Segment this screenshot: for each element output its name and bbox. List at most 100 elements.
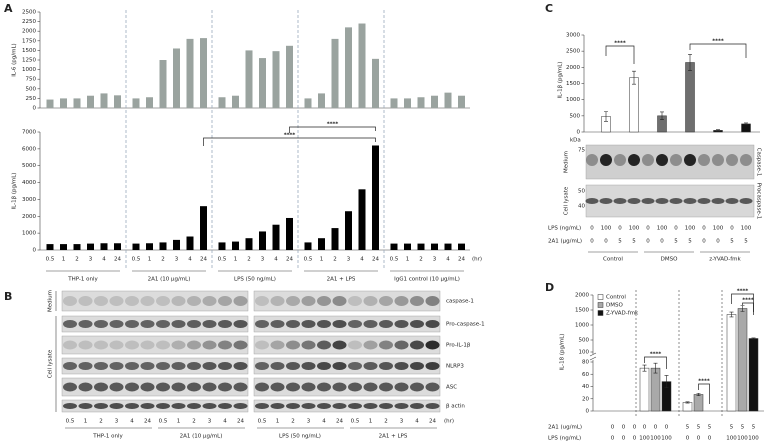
blot-band	[156, 382, 170, 392]
blot-band	[600, 154, 612, 166]
blot-band	[348, 382, 362, 392]
y-axis-label: Cell lysate	[48, 349, 54, 378]
blot-band	[218, 382, 232, 392]
blot-band	[379, 403, 393, 409]
blot-band	[726, 154, 738, 166]
y-tick-label: 1000	[575, 323, 589, 329]
row-value: 5	[730, 425, 734, 431]
blot-band	[187, 296, 201, 306]
blot-band	[712, 154, 724, 166]
error-bar	[604, 111, 608, 122]
y-tick-label: 80	[582, 360, 589, 366]
blot-band	[140, 382, 155, 392]
blot-band	[586, 154, 598, 166]
bar	[218, 97, 226, 108]
bar	[200, 206, 207, 250]
y-axis-label: IL-18 (pg/mL)	[560, 334, 566, 371]
lane-label: 0.5	[159, 419, 168, 425]
blot-row-label: Pro-IL-1β	[446, 343, 471, 349]
error-bar	[642, 364, 647, 372]
blot-band	[156, 296, 170, 306]
blot-band	[233, 296, 248, 306]
panel-label: A	[4, 2, 13, 15]
blot-band	[614, 154, 626, 166]
y-tick-label: 0	[33, 106, 37, 112]
group-label: THP-1 only	[67, 277, 98, 283]
bar	[390, 98, 398, 108]
bar	[685, 62, 695, 133]
y-tick-label: 1250	[22, 58, 36, 64]
blot-band	[94, 320, 108, 328]
row-value: 0	[611, 436, 615, 442]
blot-band	[332, 362, 347, 370]
y-tick-label: 2500	[566, 49, 580, 55]
blot-band	[363, 362, 378, 370]
error-bar	[751, 337, 756, 340]
row-value: 5	[741, 425, 745, 431]
y-tick-label: 1000	[22, 67, 36, 73]
blot-band	[410, 382, 424, 392]
blot-band	[94, 296, 108, 306]
blot-strip	[61, 335, 249, 355]
significance-bracket	[289, 126, 376, 133]
bar	[431, 243, 438, 250]
blot-band	[684, 154, 696, 166]
bar	[318, 238, 325, 250]
blot-band	[125, 362, 139, 370]
bar	[272, 224, 280, 250]
blot-strip	[253, 357, 441, 375]
significance-bracket	[742, 302, 754, 315]
blot-band	[218, 296, 232, 306]
blot-band	[301, 362, 316, 370]
row-value: 100	[639, 436, 650, 442]
group-label: 2A1 + LPS	[327, 277, 356, 283]
y-tick-label: 5000	[22, 163, 36, 169]
blot-band	[125, 320, 139, 328]
bar	[259, 231, 266, 250]
row-label: 2A1 (μg/mL)	[548, 239, 582, 245]
x-tick-label: 2	[75, 257, 79, 263]
error-bar	[729, 311, 734, 318]
lane-label: 2	[291, 419, 295, 425]
blot-band	[202, 382, 217, 392]
bar	[404, 98, 411, 108]
blot-band	[78, 296, 93, 306]
bar	[737, 308, 748, 412]
bar	[114, 95, 121, 108]
bar	[87, 95, 94, 108]
row-value: 5	[708, 425, 712, 431]
blot-band	[218, 340, 232, 350]
bar	[331, 228, 339, 250]
blot-band	[379, 382, 393, 392]
row-value: 0	[643, 425, 647, 431]
x-tick-label: 0.5	[132, 257, 141, 263]
x-tick-label: 1	[406, 257, 410, 263]
bar	[200, 38, 207, 108]
blot-band	[363, 320, 378, 328]
y-tick-label: 2000	[22, 29, 36, 35]
bar	[304, 242, 312, 250]
bar	[748, 338, 759, 412]
x-tick-label: 4	[360, 257, 364, 263]
blot-band	[125, 340, 139, 350]
blot-band	[255, 320, 269, 328]
bar	[60, 98, 67, 108]
blot-band	[63, 296, 77, 306]
blot-band	[656, 154, 668, 166]
blot-band	[379, 340, 393, 350]
bar	[404, 243, 411, 250]
group-label: 2A1 + LPS	[379, 434, 408, 440]
lane-label: 4	[130, 419, 134, 425]
lane-label: 24	[336, 419, 343, 425]
kda-marker: 75	[578, 148, 585, 154]
lane-label: 3	[208, 419, 212, 425]
blot-band	[394, 362, 409, 370]
lane-label: 1	[177, 419, 181, 425]
significance-label: ****	[742, 298, 754, 304]
x-tick-label: 1	[320, 257, 324, 263]
row-value: 5	[744, 239, 748, 245]
blot-band	[317, 320, 331, 328]
blot-band	[187, 320, 201, 328]
bar	[245, 50, 253, 108]
